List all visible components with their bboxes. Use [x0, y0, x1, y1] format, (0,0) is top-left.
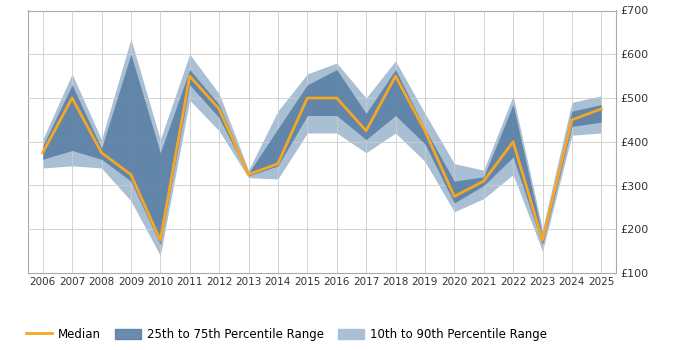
Legend: Median, 25th to 75th Percentile Range, 10th to 90th Percentile Range: Median, 25th to 75th Percentile Range, 1… [22, 323, 552, 346]
